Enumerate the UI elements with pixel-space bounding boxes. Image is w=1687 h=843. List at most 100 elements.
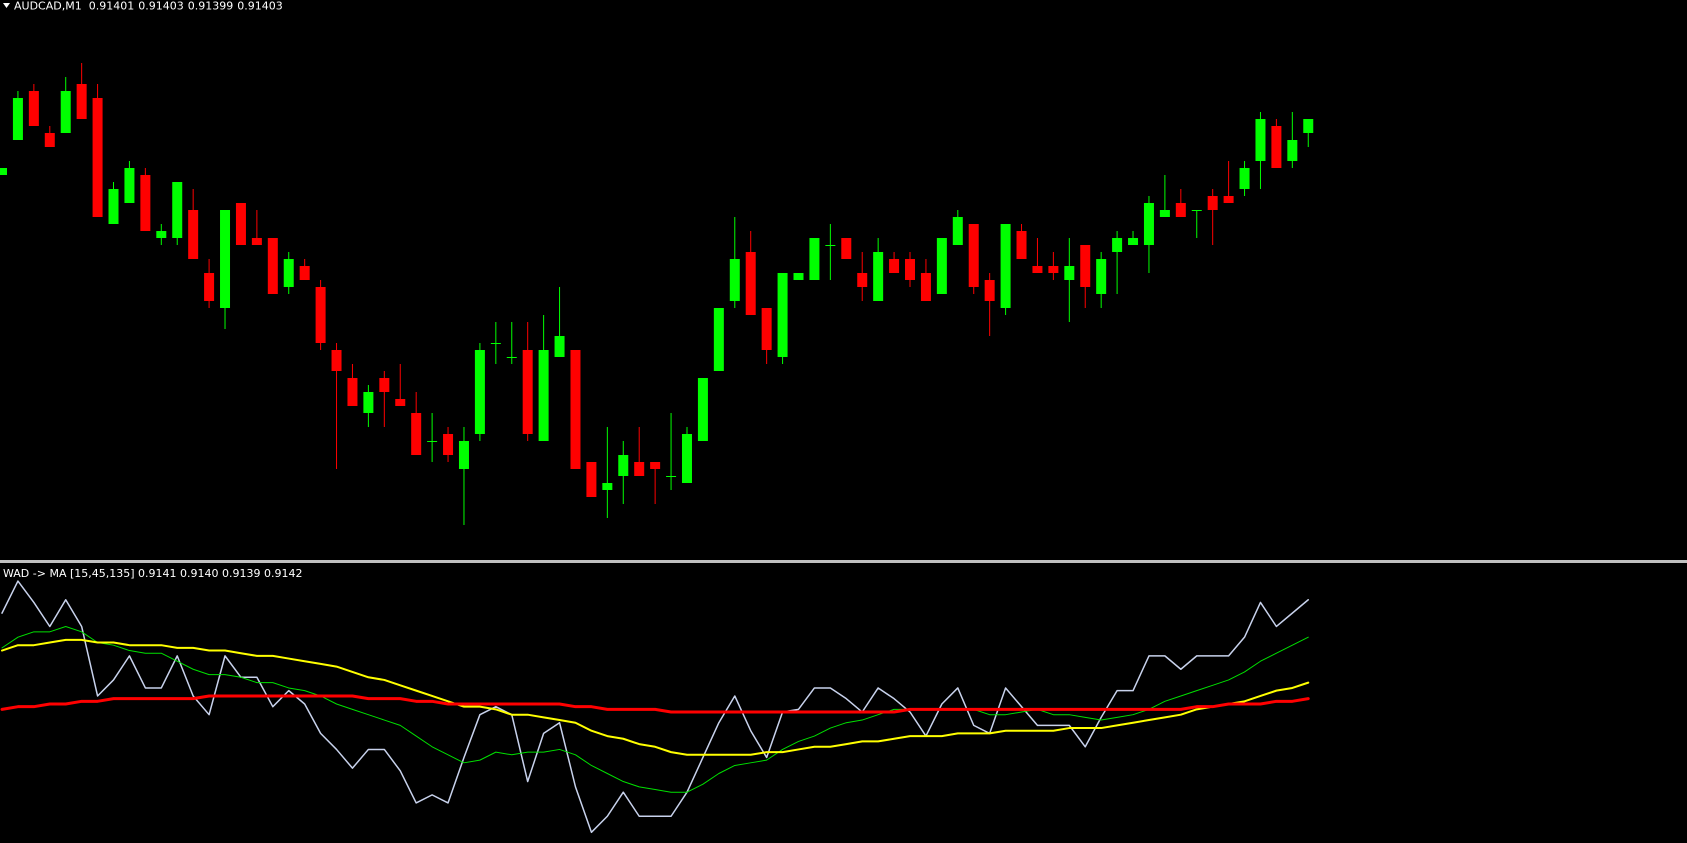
candle-body xyxy=(60,91,71,133)
pane-separator[interactable] xyxy=(0,560,1687,563)
candle-body xyxy=(1175,203,1186,217)
indicator-line xyxy=(1,638,1310,756)
candle-body xyxy=(299,266,310,280)
candle-body xyxy=(666,476,677,477)
candle-body xyxy=(729,259,740,301)
candle-body xyxy=(809,238,820,280)
candle-body xyxy=(395,399,406,406)
candle-body xyxy=(554,336,565,357)
candle-body xyxy=(1096,259,1107,294)
candle-body xyxy=(140,175,151,231)
indicator-line xyxy=(1,580,1310,834)
candle-body xyxy=(1016,231,1027,259)
close-value: 0.91403 xyxy=(237,0,283,13)
candle-body xyxy=(490,343,501,344)
candle-body xyxy=(331,350,342,371)
candle-body xyxy=(1048,266,1059,273)
candle-body xyxy=(1112,238,1123,252)
candle-body xyxy=(745,252,756,315)
candle-body xyxy=(952,217,963,245)
candle-body xyxy=(825,245,836,246)
candle-body xyxy=(1000,224,1011,308)
candle-body xyxy=(76,84,87,119)
candle-body xyxy=(0,168,7,175)
candle-body xyxy=(347,378,358,406)
candle-body xyxy=(506,357,517,358)
candle-body xyxy=(602,483,613,490)
candle-body xyxy=(538,350,549,441)
candle-body xyxy=(108,189,119,224)
candle-body xyxy=(1239,168,1250,189)
candle-body xyxy=(363,392,374,413)
candle-body xyxy=(156,231,167,238)
candle-body xyxy=(1191,210,1202,211)
candle-body xyxy=(1287,140,1298,161)
candle-body xyxy=(1223,196,1234,203)
candle-body xyxy=(522,350,533,434)
menu-triangle[interactable] xyxy=(3,3,10,8)
candle-body xyxy=(92,98,103,217)
candle-body xyxy=(936,238,947,294)
candle-body xyxy=(968,224,979,287)
candle-body xyxy=(379,378,390,392)
candle-body xyxy=(124,168,135,203)
candle-body xyxy=(427,441,438,442)
candle-body xyxy=(28,91,39,126)
candle-body xyxy=(458,441,469,469)
candle-body xyxy=(1080,245,1091,287)
candle-body xyxy=(713,308,724,371)
candle-body xyxy=(12,98,23,140)
candle-body xyxy=(443,434,454,455)
candle-body xyxy=(905,259,916,280)
candle-body xyxy=(618,455,629,476)
candle-body xyxy=(315,287,326,343)
candle-body xyxy=(251,238,262,245)
candle-body xyxy=(697,378,708,441)
candle-body xyxy=(1207,196,1218,210)
candle-body xyxy=(1143,203,1154,245)
candle-body xyxy=(44,133,55,147)
candle-body xyxy=(570,350,581,469)
candle-body xyxy=(1032,266,1043,273)
candle-body xyxy=(283,259,294,287)
candle-body xyxy=(873,252,884,301)
candle-body xyxy=(1271,126,1282,168)
candle-body xyxy=(681,434,692,483)
candle-body xyxy=(204,273,215,301)
candle-body xyxy=(235,203,246,245)
candle-body xyxy=(650,462,661,469)
open-value: 0.91401 xyxy=(89,0,135,13)
symbol-title: AUDCAD,M1 xyxy=(14,0,82,13)
candle-body xyxy=(474,350,485,434)
candle-body xyxy=(777,273,788,357)
candle-body xyxy=(220,210,231,308)
high-value: 0.91403 xyxy=(138,0,184,13)
indicator-line xyxy=(0,694,1310,714)
indicator-pane xyxy=(0,580,1310,834)
candle-body xyxy=(841,238,852,259)
candle-body xyxy=(188,210,199,259)
candle-body xyxy=(1159,210,1170,217)
chart-header: AUDCAD,M1 0.91401 0.91403 0.91399 0.91403 xyxy=(14,0,283,13)
candle-body xyxy=(1255,119,1266,161)
indicator-line xyxy=(1,625,1309,793)
candle-body xyxy=(857,273,868,287)
indicator-title: WAD -> MA [15,45,135] 0.9141 0.9140 0.91… xyxy=(3,567,302,580)
candle-body xyxy=(172,182,183,238)
candle-body xyxy=(586,462,597,497)
candle-body xyxy=(761,308,772,350)
candle-body xyxy=(984,280,995,301)
candle-body xyxy=(1303,119,1314,133)
candle-body xyxy=(793,273,804,280)
candle-body xyxy=(267,238,278,294)
candle-body xyxy=(634,462,645,476)
candle-body xyxy=(889,259,900,273)
candle-body xyxy=(1064,266,1075,280)
candle-body xyxy=(920,273,931,301)
price-pane xyxy=(0,63,1314,525)
low-value: 0.91399 xyxy=(188,0,234,13)
candle-body xyxy=(411,413,422,455)
